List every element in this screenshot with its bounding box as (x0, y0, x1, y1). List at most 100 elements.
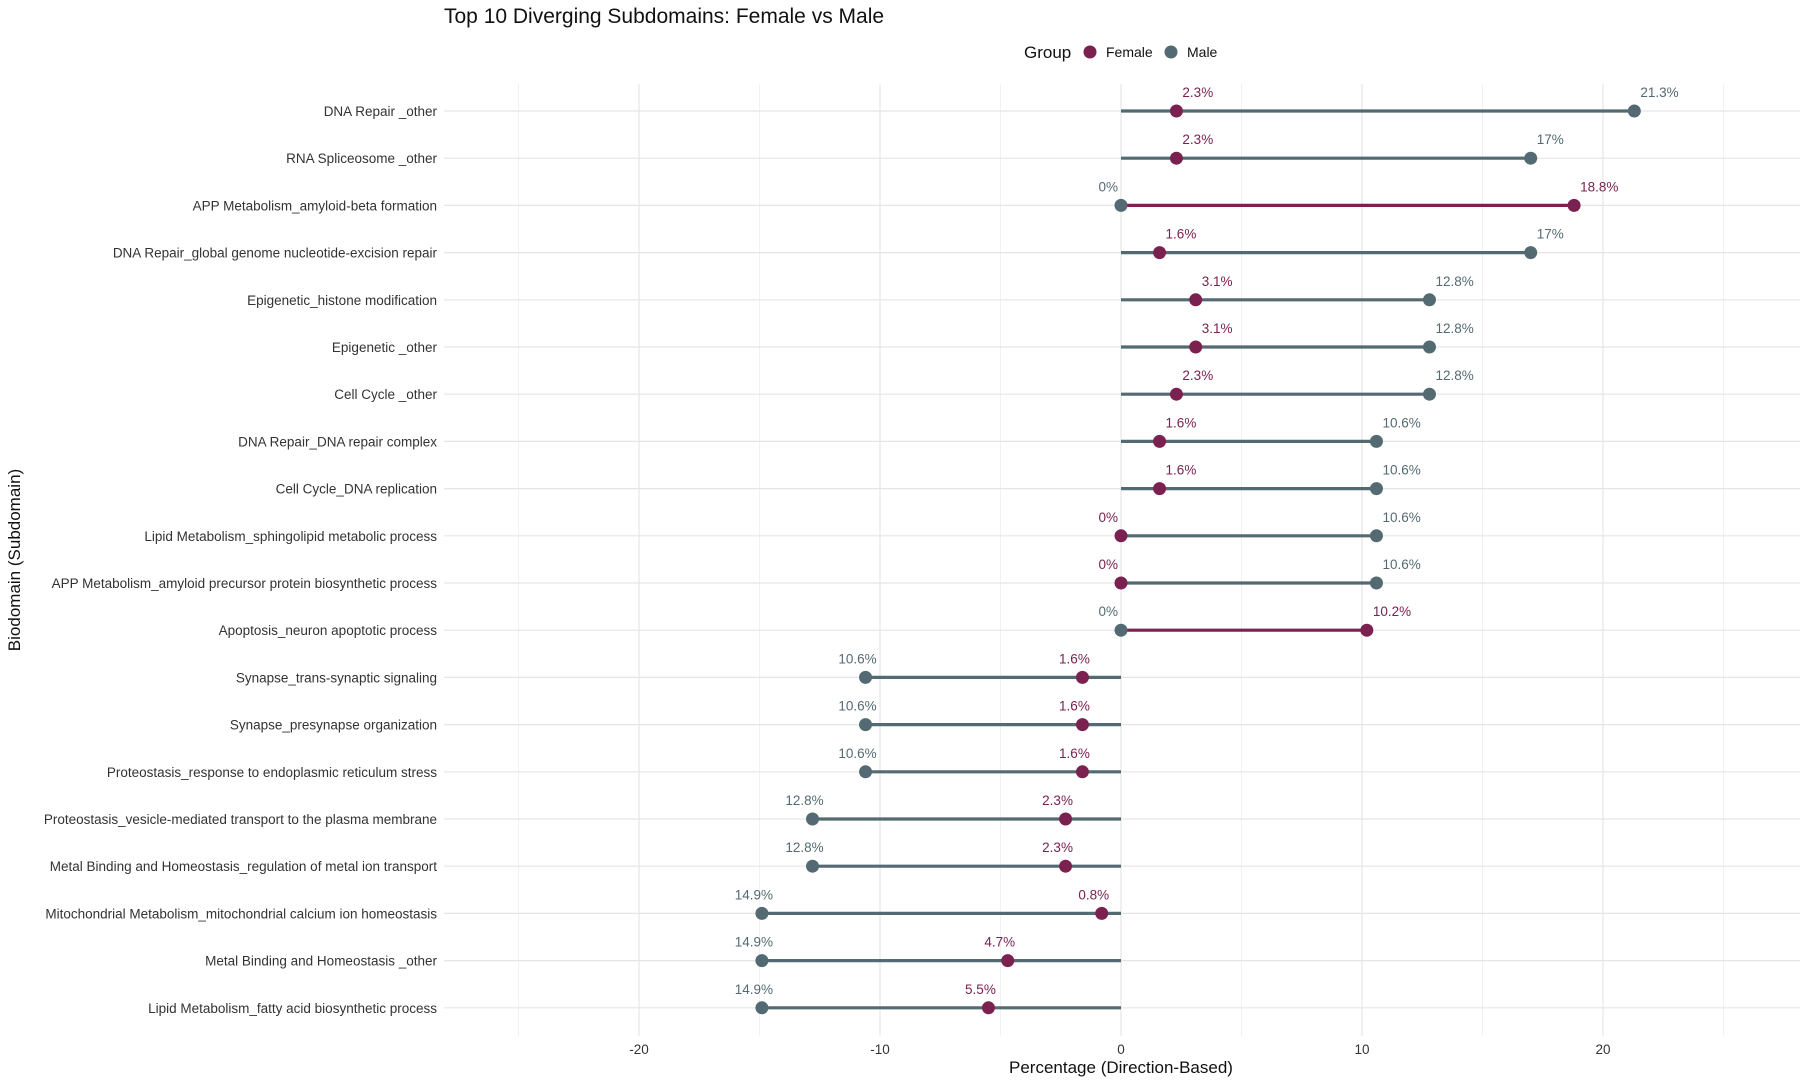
male-point (859, 670, 873, 684)
y-tick-label: Mitochondrial Metabolism_mitochondrial c… (45, 906, 437, 921)
legend-female-marker (1083, 45, 1097, 59)
legend-title: Group (1024, 43, 1071, 62)
male-value-label: 12.8% (785, 840, 823, 855)
legend-male-label: Male (1187, 44, 1218, 60)
male-point (1114, 623, 1128, 637)
x-tick-label: 10 (1354, 1042, 1369, 1057)
x-tick-label: 20 (1595, 1042, 1610, 1057)
male-point (1369, 529, 1383, 543)
male-value-label: 14.9% (735, 982, 773, 997)
male-value-label: 12.8% (1435, 321, 1473, 336)
male-value-label: 14.9% (735, 887, 773, 902)
female-value-label: 2.3% (1042, 793, 1073, 808)
female-value-label: 3.1% (1202, 321, 1233, 336)
male-point (806, 812, 820, 826)
male-point (1627, 104, 1641, 118)
x-axis-title: Percentage (Direction-Based) (1009, 1058, 1233, 1077)
y-tick-label: APP Metabolism_amyloid precursor protein… (52, 576, 438, 591)
female-point (1153, 246, 1167, 260)
x-tick-label: 0 (1117, 1042, 1125, 1057)
male-point (1422, 340, 1436, 354)
y-tick-label: DNA Repair _other (324, 104, 438, 119)
male-value-label: 10.6% (838, 699, 876, 714)
male-point (1369, 482, 1383, 496)
y-tick-label: Proteostasis_vesicle-mediated transport … (44, 812, 437, 827)
male-point (1114, 198, 1128, 212)
female-value-label: 1.6% (1059, 651, 1090, 666)
male-value-label: 12.8% (1435, 368, 1473, 383)
y-tick-label: RNA Spliceosome _other (286, 151, 437, 166)
male-point (1369, 576, 1383, 590)
female-value-label: 1.6% (1166, 415, 1197, 430)
female-point (1075, 718, 1089, 732)
female-value-label: 18.8% (1580, 179, 1618, 194)
y-tick-label: DNA Repair_global genome nucleotide-exci… (113, 246, 438, 261)
female-point (1153, 434, 1167, 448)
male-value-label: 17% (1537, 227, 1564, 242)
female-value-label: 1.6% (1166, 227, 1197, 242)
male-point (806, 859, 820, 873)
female-point (1189, 293, 1203, 307)
female-value-label: 5.5% (965, 982, 996, 997)
female-point (1114, 576, 1128, 590)
y-tick-label: DNA Repair_DNA repair complex (238, 434, 437, 449)
y-tick-label: Metal Binding and Homeostasis _other (205, 954, 437, 969)
male-point (1524, 151, 1538, 165)
female-point (1001, 954, 1015, 968)
male-value-label: 10.6% (1382, 415, 1420, 430)
male-point (1369, 434, 1383, 448)
male-value-label: 12.8% (785, 793, 823, 808)
female-point (1567, 198, 1581, 212)
female-value-label: 10.2% (1373, 604, 1411, 619)
male-point (755, 906, 769, 920)
female-point (1169, 151, 1183, 165)
female-value-label: 0% (1098, 510, 1118, 525)
y-tick-label: Epigenetic_histone modification (247, 293, 437, 308)
chart-title: Top 10 Diverging Subdomains: Female vs M… (444, 5, 884, 28)
legend-male-marker (1164, 45, 1178, 59)
y-tick-label: Synapse_presynapse organization (230, 718, 437, 733)
y-tick-label: Lipid Metabolism_fatty acid biosynthetic… (148, 1001, 437, 1016)
male-value-label: 10.6% (1382, 463, 1420, 478)
female-value-label: 2.3% (1182, 85, 1213, 100)
female-value-label: 2.3% (1042, 840, 1073, 855)
y-tick-label: APP Metabolism_amyloid-beta formation (193, 198, 437, 213)
male-value-label: 10.6% (838, 746, 876, 761)
female-value-label: 4.7% (984, 935, 1015, 950)
female-value-label: 1.6% (1059, 746, 1090, 761)
female-point (1114, 529, 1128, 543)
male-point (1524, 246, 1538, 260)
male-point (859, 718, 873, 732)
y-axis-title: Biodomain (Subdomain) (5, 469, 24, 651)
x-tick-label: -20 (629, 1042, 649, 1057)
female-point (1075, 765, 1089, 779)
female-point (1189, 340, 1203, 354)
female-value-label: 1.6% (1059, 699, 1090, 714)
y-tick-label: Cell Cycle_DNA replication (276, 482, 437, 497)
x-axis-tick-labels: -20 -10 0 10 20 (629, 1042, 1610, 1057)
male-point (1422, 387, 1436, 401)
legend: Group Female Male (1024, 43, 1218, 62)
female-point (1153, 482, 1167, 496)
male-value-label: 10.6% (1382, 557, 1420, 572)
male-point (859, 765, 873, 779)
female-point (1169, 387, 1183, 401)
female-value-label: 3.1% (1202, 274, 1233, 289)
y-tick-label: Apoptosis_neuron apoptotic process (219, 623, 438, 638)
female-value-label: 0.8% (1078, 887, 1109, 902)
male-value-label: 14.9% (735, 935, 773, 950)
plot-marks: 21.3% 2.3% 17% 2.3% 18.8% 0% 17% 1.6% 12.8% 3.1% 1… (735, 85, 1679, 1015)
y-tick-label: Proteostasis_response to endoplasmic ret… (107, 765, 437, 780)
y-axis-tick-labels: DNA Repair _other RNA Spliceosome _other A… (44, 104, 438, 1016)
female-point (1059, 812, 1073, 826)
male-value-label: 10.6% (1382, 510, 1420, 525)
male-point (755, 1001, 769, 1015)
female-point (1360, 623, 1374, 637)
x-tick-label: -10 (870, 1042, 890, 1057)
female-point (1075, 670, 1089, 684)
male-point (1422, 293, 1436, 307)
female-value-label: 0% (1098, 557, 1118, 572)
y-tick-label: Metal Binding and Homeostasis_regulation… (50, 859, 437, 874)
y-tick-label: Epigenetic _other (332, 340, 438, 355)
